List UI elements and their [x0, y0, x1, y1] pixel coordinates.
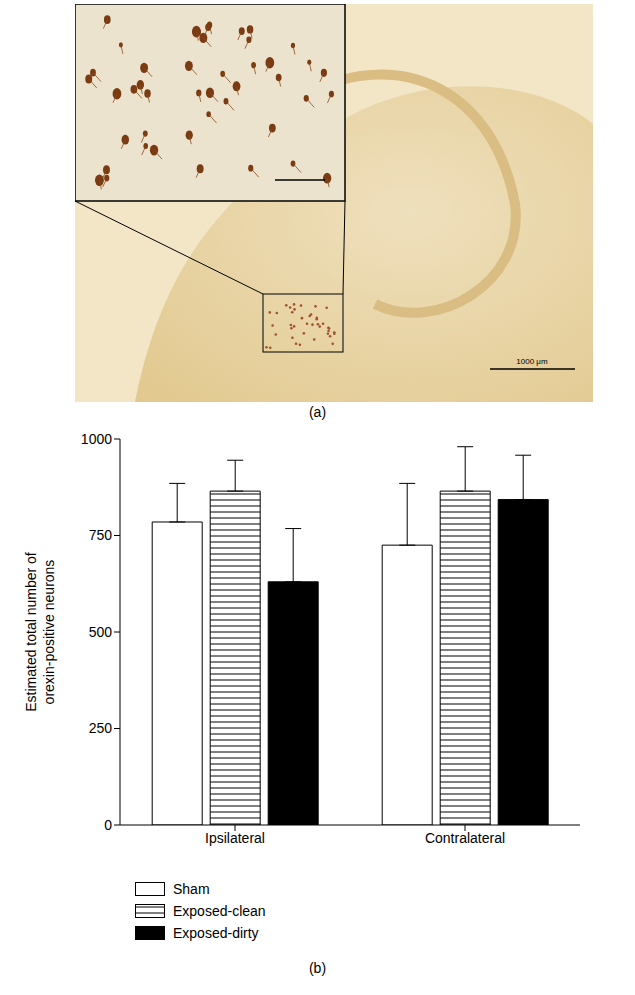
- svg-text:1000: 1000: [81, 431, 112, 447]
- svg-text:750: 750: [89, 527, 113, 543]
- svg-text:250: 250: [89, 720, 113, 736]
- svg-text:Estimated total number oforexi: Estimated total number oforexin-positive…: [23, 552, 57, 712]
- html-text:Exposed-clean: Exposed-clean: [173, 903, 266, 919]
- svg-text:Ipsilateral: Ipsilateral: [205, 830, 265, 846]
- html-text:(b): (b): [308, 960, 327, 976]
- html-text:Sham: Sham: [173, 881, 210, 897]
- svg-text:Contralateral: Contralateral: [425, 830, 505, 846]
- svg-text:500: 500: [89, 624, 113, 640]
- html-text:(a): (a): [308, 404, 327, 420]
- svg-text:0: 0: [104, 817, 112, 833]
- html-text:Exposed-dirty: Exposed-dirty: [173, 925, 259, 941]
- svg-text:1000 μm: 1000 μm: [516, 357, 548, 366]
